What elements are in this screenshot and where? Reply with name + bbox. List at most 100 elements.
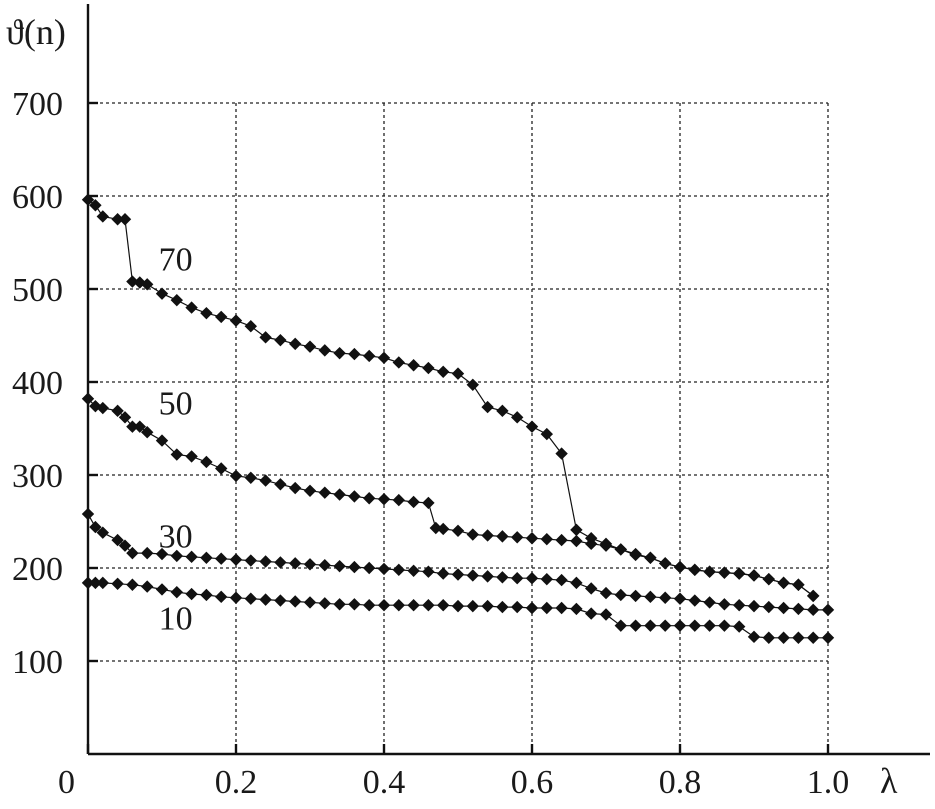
data-point <box>259 474 272 487</box>
data-point <box>274 556 287 569</box>
data-point <box>747 630 761 644</box>
data-point <box>126 420 139 433</box>
data-point <box>318 344 331 357</box>
data-point <box>555 533 568 547</box>
data-point <box>407 495 420 509</box>
series-label: 70 <box>159 241 193 278</box>
data-point <box>348 347 361 361</box>
data-point <box>429 521 442 535</box>
data-point <box>215 552 228 565</box>
x-tick-label: 0.2 <box>215 764 258 801</box>
series-line <box>87 199 814 597</box>
data-point <box>570 534 583 548</box>
data-point <box>81 576 95 590</box>
data-point <box>126 546 139 560</box>
data-point <box>377 562 391 576</box>
data-point <box>89 520 102 534</box>
data-point <box>807 631 820 644</box>
data-point <box>792 602 805 616</box>
x-tick-label: 0 <box>58 764 75 801</box>
data-point <box>407 564 420 577</box>
data-point <box>481 400 494 414</box>
data-point <box>170 448 183 461</box>
series-label: 10 <box>159 600 193 637</box>
data-point <box>229 591 243 604</box>
x-tick-label: 0.4 <box>363 764 406 801</box>
data-point <box>392 493 405 507</box>
data-point <box>244 554 257 567</box>
data-point <box>540 572 553 586</box>
data-point <box>718 598 731 611</box>
data-point <box>540 601 553 615</box>
y-tick-label: 100 <box>12 644 63 681</box>
data-point <box>614 588 627 602</box>
data-point <box>81 392 95 405</box>
data-point <box>525 601 539 615</box>
data-point <box>215 462 228 475</box>
data-point <box>259 555 272 568</box>
data-point <box>303 484 317 498</box>
data-point <box>111 533 124 547</box>
data-point <box>688 619 701 632</box>
data-point <box>777 601 790 615</box>
data-point <box>614 543 627 556</box>
series-group: 70 50 30 10 <box>81 193 835 644</box>
data-point <box>525 572 539 585</box>
data-point <box>718 619 731 632</box>
data-point <box>377 599 391 612</box>
data-point <box>155 583 169 596</box>
x-axis-title: λ <box>880 761 898 801</box>
data-point <box>496 530 509 543</box>
data-point <box>792 578 805 591</box>
y-tick-label: 600 <box>12 179 63 216</box>
data-point <box>629 548 642 562</box>
data-point <box>629 619 642 632</box>
series-line <box>88 582 828 639</box>
data-point <box>673 560 687 574</box>
data-point <box>289 595 302 608</box>
data-point <box>170 549 183 563</box>
data-point <box>733 567 746 580</box>
data-point <box>155 434 169 447</box>
data-point <box>141 546 154 560</box>
data-point <box>81 507 95 521</box>
data-point <box>333 346 346 360</box>
data-point <box>599 539 613 552</box>
data-point <box>481 570 494 583</box>
data-point <box>821 603 835 617</box>
data-point <box>200 551 213 564</box>
data-point <box>318 486 331 499</box>
data-point <box>762 631 775 644</box>
data-point <box>81 193 95 206</box>
data-point <box>289 337 302 351</box>
data-point <box>89 199 102 212</box>
data-point <box>792 631 805 644</box>
data-point <box>451 599 465 613</box>
data-point <box>496 404 509 418</box>
data-point <box>807 589 820 603</box>
data-point <box>629 589 642 603</box>
data-point <box>466 528 479 541</box>
data-point <box>555 447 568 460</box>
data-point <box>200 588 213 602</box>
data-point <box>703 596 716 609</box>
data-point <box>333 488 346 501</box>
data-point <box>229 553 243 566</box>
data-point <box>437 599 450 612</box>
data-point <box>585 607 598 620</box>
data-point <box>303 558 317 571</box>
y-tick-label: 400 <box>12 365 63 402</box>
data-point <box>644 619 657 632</box>
x-tick-label: 0.6 <box>511 764 554 801</box>
data-point <box>762 600 775 614</box>
data-point <box>807 603 820 617</box>
data-point <box>481 599 494 613</box>
data-point <box>244 471 257 484</box>
data-point <box>118 213 132 226</box>
data-point <box>407 359 420 372</box>
data-point <box>614 619 627 632</box>
data-point <box>363 599 376 612</box>
data-point <box>215 310 228 324</box>
data-point <box>821 631 835 644</box>
data-point <box>570 602 583 616</box>
